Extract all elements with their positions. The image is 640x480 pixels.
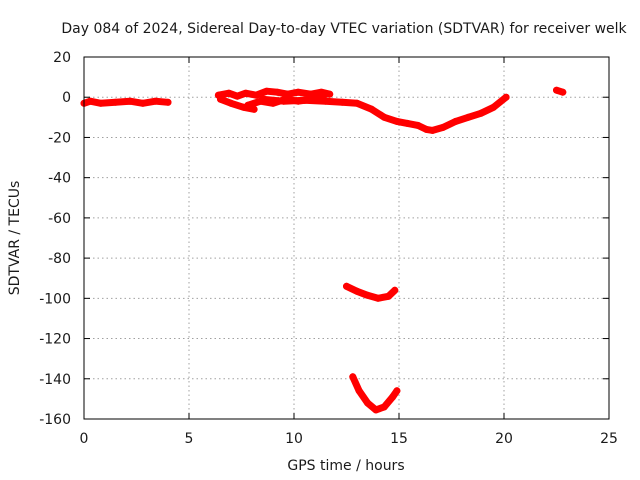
- data-point: [126, 97, 134, 105]
- data-point: [151, 97, 159, 105]
- data-point: [263, 87, 271, 95]
- data-point: [353, 99, 361, 107]
- data-point: [429, 126, 437, 134]
- data-point: [422, 125, 430, 133]
- x-tick-label: 5: [185, 431, 194, 447]
- data-point: [112, 98, 119, 106]
- data-point: [139, 99, 147, 107]
- data-point: [317, 88, 325, 96]
- data-point: [559, 88, 567, 96]
- data-point: [368, 105, 376, 113]
- data-point: [364, 291, 371, 299]
- y-tick-label: -20: [48, 130, 71, 146]
- data-point: [452, 117, 460, 125]
- y-tick-label: 20: [53, 50, 71, 66]
- data-point: [349, 373, 357, 381]
- y-tick-label: -60: [48, 211, 71, 227]
- data-point: [403, 119, 411, 127]
- data-point: [164, 98, 172, 106]
- data-point: [393, 117, 401, 125]
- data-point: [322, 97, 329, 105]
- data-point: [353, 287, 361, 295]
- data-series: [80, 86, 567, 414]
- chart-title: Day 084 of 2024, Sidereal Day-to-day VTE…: [61, 21, 627, 37]
- data-point: [391, 286, 399, 294]
- data-point: [374, 294, 382, 302]
- x-tick-label: 25: [600, 431, 618, 447]
- data-point: [301, 96, 308, 104]
- data-point: [86, 97, 94, 105]
- data-point: [502, 93, 510, 101]
- x-tick-label: 10: [285, 431, 303, 447]
- data-point: [217, 95, 224, 103]
- data-point: [97, 99, 105, 107]
- data-point: [225, 89, 233, 97]
- data-point: [477, 109, 485, 117]
- data-point: [372, 406, 380, 414]
- data-point: [252, 91, 260, 99]
- data-point: [242, 89, 250, 97]
- y-tick-label: -140: [39, 372, 71, 388]
- x-axis-label: GPS time / hours: [287, 458, 404, 474]
- data-point: [380, 113, 388, 121]
- data-point: [464, 113, 472, 121]
- x-tick-label: 20: [495, 431, 513, 447]
- data-point: [364, 399, 371, 407]
- data-series-segment-5: [259, 93, 510, 134]
- data-point: [244, 101, 252, 109]
- data-point: [250, 105, 258, 113]
- y-tick-label: -120: [39, 332, 71, 348]
- data-point: [227, 99, 235, 107]
- data-point: [355, 387, 363, 395]
- y-tick-label: -100: [39, 291, 71, 307]
- data-point: [439, 123, 447, 131]
- data-point: [233, 92, 241, 100]
- x-tick-label: 0: [80, 431, 89, 447]
- y-tick-label: 0: [62, 90, 71, 106]
- data-point: [389, 393, 397, 401]
- data-point: [273, 88, 281, 96]
- data-point: [280, 97, 287, 105]
- grid: [84, 57, 609, 419]
- data-point: [553, 86, 560, 94]
- data-point: [414, 121, 422, 129]
- y-tick-label: -40: [48, 171, 71, 187]
- data-point: [343, 282, 350, 290]
- y-tick-label: -160: [39, 412, 71, 428]
- y-tick-label: -80: [48, 251, 71, 267]
- data-point: [338, 98, 346, 106]
- x-tick-label: 15: [390, 431, 408, 447]
- data-point: [259, 95, 266, 103]
- data-point: [490, 103, 497, 111]
- data-point: [326, 90, 334, 98]
- data-point: [294, 88, 302, 96]
- axis-ticks: 0 5 10 15 20 25 20 0 -20 -40 -60 -80 -100 -120 -140 -16…: [39, 50, 618, 447]
- data-point: [393, 387, 401, 395]
- data-point: [380, 403, 388, 411]
- y-axis-label: SDTVAR / TECUs: [7, 181, 23, 296]
- plot-frame: [83, 56, 610, 420]
- data-point: [385, 292, 392, 300]
